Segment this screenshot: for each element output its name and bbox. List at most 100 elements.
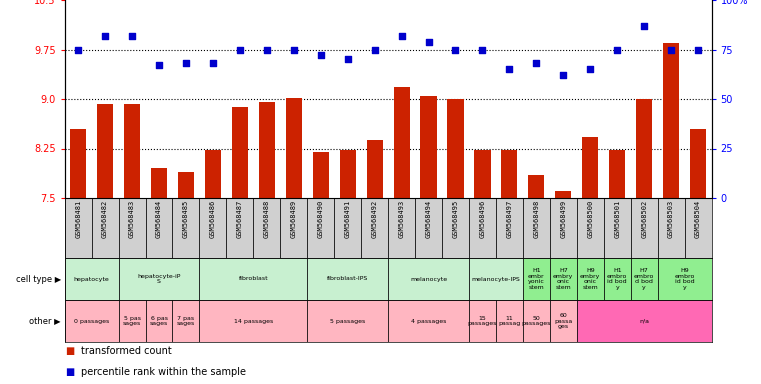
Bar [393, 87, 409, 198]
Bar [307, 300, 388, 342]
Point [422, 38, 435, 45]
Bar [603, 258, 631, 300]
Bar [447, 99, 463, 198]
Point [557, 72, 569, 78]
Bar [178, 172, 194, 198]
Bar [173, 198, 199, 258]
Point [234, 46, 246, 53]
Text: GSM568485: GSM568485 [183, 200, 189, 238]
Bar [259, 102, 275, 198]
Bar [65, 258, 119, 300]
Bar [685, 198, 712, 258]
Bar [582, 137, 598, 198]
Bar [577, 198, 603, 258]
Text: 6 pas
sages: 6 pas sages [150, 316, 168, 326]
Text: 15
passages: 15 passages [468, 316, 497, 326]
Text: transformed count: transformed count [81, 346, 172, 356]
Bar [469, 300, 496, 342]
Point [314, 52, 326, 58]
Bar [469, 198, 496, 258]
Text: H9
embro
id bod
y: H9 embro id bod y [674, 268, 695, 290]
Bar [388, 258, 469, 300]
Point [692, 46, 704, 53]
Bar [469, 258, 523, 300]
Bar [313, 152, 329, 198]
Point [450, 46, 462, 53]
Bar [232, 107, 248, 198]
Bar [253, 198, 280, 258]
Bar [550, 300, 577, 342]
Bar [97, 104, 113, 198]
Bar [415, 198, 442, 258]
Point [584, 66, 597, 72]
Text: H9
embry
onic
stem: H9 embry onic stem [580, 268, 600, 290]
Text: GSM568492: GSM568492 [371, 200, 377, 238]
Bar [285, 98, 302, 198]
Bar [658, 198, 685, 258]
Text: GSM568501: GSM568501 [614, 200, 620, 238]
Text: hepatocyte: hepatocyte [74, 276, 110, 281]
Text: melanocyte: melanocyte [410, 276, 447, 281]
Bar [523, 300, 550, 342]
Bar [91, 198, 119, 258]
Text: GSM568489: GSM568489 [291, 200, 297, 238]
Text: GSM568491: GSM568491 [345, 200, 351, 238]
Text: percentile rank within the sample: percentile rank within the sample [81, 367, 247, 377]
Text: 0 passages: 0 passages [74, 318, 110, 323]
Bar [145, 300, 173, 342]
Text: other ▶: other ▶ [29, 316, 61, 326]
Text: GSM568481: GSM568481 [75, 200, 81, 238]
Bar [577, 300, 712, 342]
Point [261, 46, 273, 53]
Text: 50
passages: 50 passages [521, 316, 551, 326]
Bar [388, 198, 415, 258]
Bar [280, 198, 307, 258]
Text: 5 passages: 5 passages [330, 318, 365, 323]
Text: H7
embry
onic
stem: H7 embry onic stem [553, 268, 574, 290]
Bar [145, 198, 173, 258]
Bar [550, 198, 577, 258]
Bar [550, 258, 577, 300]
Point [153, 62, 165, 68]
Text: GSM568488: GSM568488 [264, 200, 270, 238]
Point [72, 46, 84, 53]
Bar [124, 104, 140, 198]
Text: GSM568487: GSM568487 [237, 200, 243, 238]
Text: GSM568484: GSM568484 [156, 200, 162, 238]
Text: GSM568503: GSM568503 [668, 200, 674, 238]
Bar [609, 151, 626, 198]
Bar [307, 258, 388, 300]
Point [476, 46, 489, 53]
Bar [361, 198, 388, 258]
Text: ■: ■ [65, 346, 74, 356]
Point [288, 46, 300, 53]
Bar [199, 300, 307, 342]
Text: GSM568495: GSM568495 [453, 200, 458, 238]
Bar [603, 198, 631, 258]
Bar [496, 198, 523, 258]
Bar [658, 258, 712, 300]
Point [126, 33, 139, 39]
Text: GSM568499: GSM568499 [560, 200, 566, 238]
Bar [474, 151, 491, 198]
Bar [119, 198, 145, 258]
Point [611, 46, 623, 53]
Bar [334, 198, 361, 258]
Text: GSM568490: GSM568490 [318, 200, 323, 238]
Text: GSM568496: GSM568496 [479, 200, 486, 238]
Point [180, 60, 192, 66]
Text: H1
embro
id bod
y: H1 embro id bod y [607, 268, 627, 290]
Text: 4 passages: 4 passages [411, 318, 446, 323]
Text: GSM568497: GSM568497 [506, 200, 512, 238]
Text: GSM568486: GSM568486 [210, 200, 216, 238]
Bar [421, 96, 437, 198]
Bar [70, 129, 86, 198]
Bar [496, 300, 523, 342]
Text: GSM568498: GSM568498 [533, 200, 540, 238]
Text: ■: ■ [65, 367, 74, 377]
Text: cell type ▶: cell type ▶ [16, 275, 61, 283]
Bar [631, 258, 658, 300]
Text: GSM568500: GSM568500 [587, 200, 594, 238]
Text: GSM568493: GSM568493 [399, 200, 405, 238]
Point [503, 66, 515, 72]
